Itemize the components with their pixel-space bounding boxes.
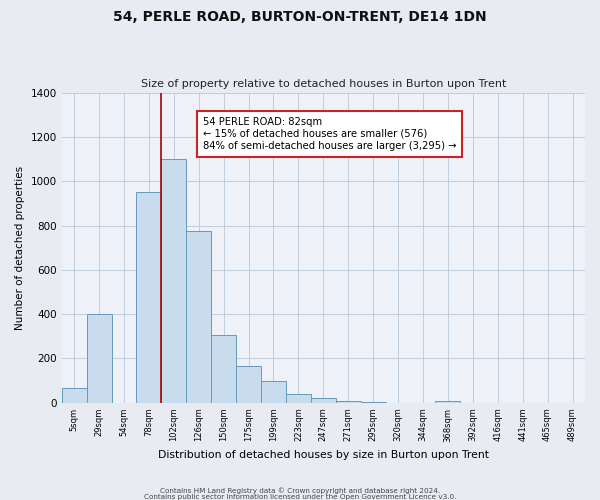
Bar — [62, 388, 86, 403]
Bar — [436, 400, 460, 403]
Bar — [161, 159, 186, 403]
Bar — [136, 192, 161, 403]
Bar — [211, 335, 236, 403]
X-axis label: Distribution of detached houses by size in Burton upon Trent: Distribution of detached houses by size … — [158, 450, 489, 460]
Text: Contains HM Land Registry data © Crown copyright and database right 2024.: Contains HM Land Registry data © Crown c… — [160, 487, 440, 494]
Bar — [286, 394, 311, 403]
Text: 54 PERLE ROAD: 82sqm
← 15% of detached houses are smaller (576)
84% of semi-deta: 54 PERLE ROAD: 82sqm ← 15% of detached h… — [203, 118, 457, 150]
Bar — [86, 314, 112, 403]
Title: Size of property relative to detached houses in Burton upon Trent: Size of property relative to detached ho… — [140, 79, 506, 89]
Text: Contains public sector information licensed under the Open Government Licence v3: Contains public sector information licen… — [144, 494, 456, 500]
Bar — [236, 366, 261, 403]
Bar — [336, 400, 361, 403]
Text: 54, PERLE ROAD, BURTON-ON-TRENT, DE14 1DN: 54, PERLE ROAD, BURTON-ON-TRENT, DE14 1D… — [113, 10, 487, 24]
Bar — [186, 231, 211, 403]
Y-axis label: Number of detached properties: Number of detached properties — [15, 166, 25, 330]
Bar — [361, 402, 386, 403]
Bar — [311, 398, 336, 403]
Bar — [261, 380, 286, 403]
